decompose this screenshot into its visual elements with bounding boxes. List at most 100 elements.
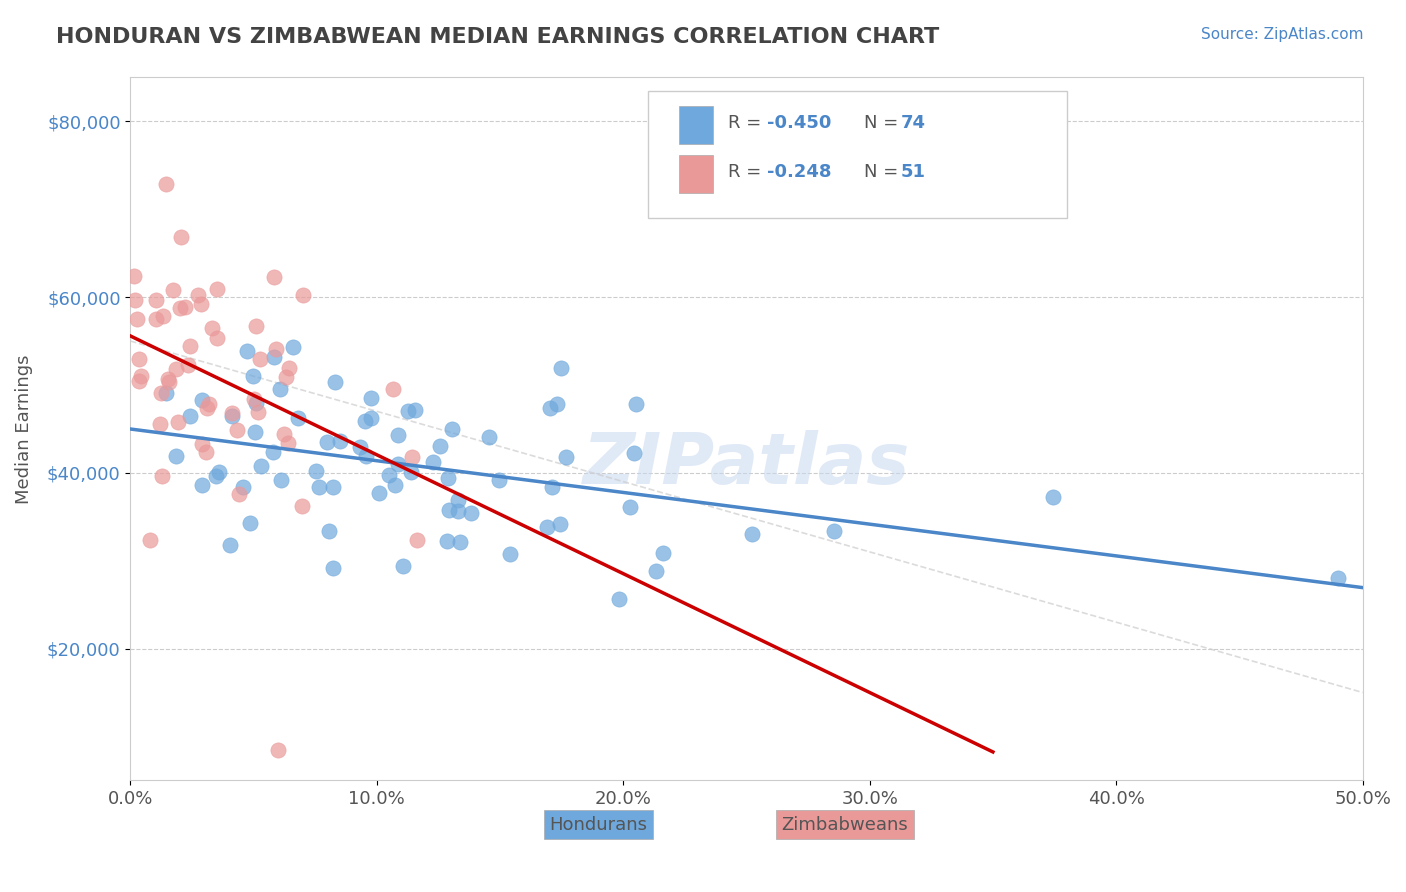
Text: Zimbabweans: Zimbabweans [782, 815, 908, 833]
Point [652, 546, 675, 560]
Point [208, 465, 231, 479]
Point [273, 427, 295, 442]
Point [377, 468, 399, 483]
Point [329, 434, 352, 448]
Point [354, 414, 377, 428]
Text: 74: 74 [900, 114, 925, 132]
Point [619, 500, 641, 514]
Point [322, 561, 344, 575]
Point [439, 503, 461, 517]
Point [127, 312, 149, 326]
Point [1327, 571, 1350, 585]
Point [198, 397, 221, 411]
Point [384, 478, 406, 492]
Point [195, 444, 218, 458]
Point [440, 422, 463, 436]
Point [149, 417, 172, 431]
Point [316, 435, 339, 450]
Point [128, 375, 150, 389]
Point [191, 437, 214, 451]
Point [190, 392, 212, 407]
Point [242, 369, 264, 384]
Point [270, 473, 292, 487]
Point [354, 449, 377, 463]
Point [204, 469, 226, 483]
Text: -0.450: -0.450 [768, 114, 832, 132]
FancyBboxPatch shape [679, 105, 713, 145]
Point [406, 533, 429, 547]
Point [205, 282, 228, 296]
Point [157, 372, 180, 386]
Point [360, 410, 382, 425]
Point [150, 468, 173, 483]
Point [349, 440, 371, 454]
Point [318, 524, 340, 538]
Point [387, 458, 409, 472]
Point [449, 535, 471, 549]
Point [190, 297, 212, 311]
Point [221, 409, 243, 424]
Point [305, 465, 328, 479]
Y-axis label: Median Earnings: Median Earnings [15, 354, 32, 504]
Point [277, 361, 299, 376]
Text: N =: N = [863, 163, 904, 181]
Point [122, 268, 145, 283]
Point [195, 401, 218, 416]
FancyBboxPatch shape [648, 92, 1067, 218]
Point [555, 450, 578, 464]
Point [228, 487, 250, 501]
Point [170, 230, 193, 244]
Point [218, 537, 240, 551]
Point [205, 331, 228, 345]
Point [169, 301, 191, 315]
Point [546, 397, 568, 411]
Point [382, 382, 405, 396]
Point [422, 454, 444, 468]
Text: -0.248: -0.248 [768, 163, 832, 181]
Point [387, 427, 409, 442]
Point [292, 288, 315, 302]
Point [287, 411, 309, 425]
Point [263, 269, 285, 284]
Point [165, 362, 187, 376]
Point [281, 340, 304, 354]
Point [623, 445, 645, 459]
Point [429, 439, 451, 453]
Point [232, 480, 254, 494]
Text: N =: N = [863, 114, 904, 132]
Point [269, 382, 291, 396]
Text: Hondurans: Hondurans [550, 815, 648, 833]
Point [187, 288, 209, 302]
Point [239, 516, 262, 530]
Point [538, 401, 561, 416]
Point [221, 405, 243, 419]
Point [447, 504, 470, 518]
Point [323, 375, 346, 389]
Point [263, 350, 285, 364]
Point [1042, 490, 1064, 504]
Point [226, 423, 249, 437]
Point [139, 533, 162, 548]
Point [177, 358, 200, 372]
Point [478, 430, 501, 444]
Point [157, 375, 180, 389]
Point [249, 351, 271, 366]
Point [267, 742, 290, 756]
Point [145, 312, 167, 326]
Point [550, 360, 572, 375]
Text: 51: 51 [900, 163, 925, 181]
Point [145, 293, 167, 308]
Point [242, 392, 264, 407]
Point [548, 516, 571, 531]
Point [277, 436, 299, 450]
Point [360, 391, 382, 405]
Point [404, 402, 426, 417]
Text: R =: R = [728, 114, 768, 132]
Point [823, 524, 845, 539]
Point [245, 396, 267, 410]
Text: HONDURAN VS ZIMBABWEAN MEDIAN EARNINGS CORRELATION CHART: HONDURAN VS ZIMBABWEAN MEDIAN EARNINGS C… [56, 27, 939, 46]
Point [436, 534, 458, 549]
Text: Source: ZipAtlas.com: Source: ZipAtlas.com [1201, 27, 1364, 42]
Point [624, 396, 647, 410]
Point [488, 474, 510, 488]
